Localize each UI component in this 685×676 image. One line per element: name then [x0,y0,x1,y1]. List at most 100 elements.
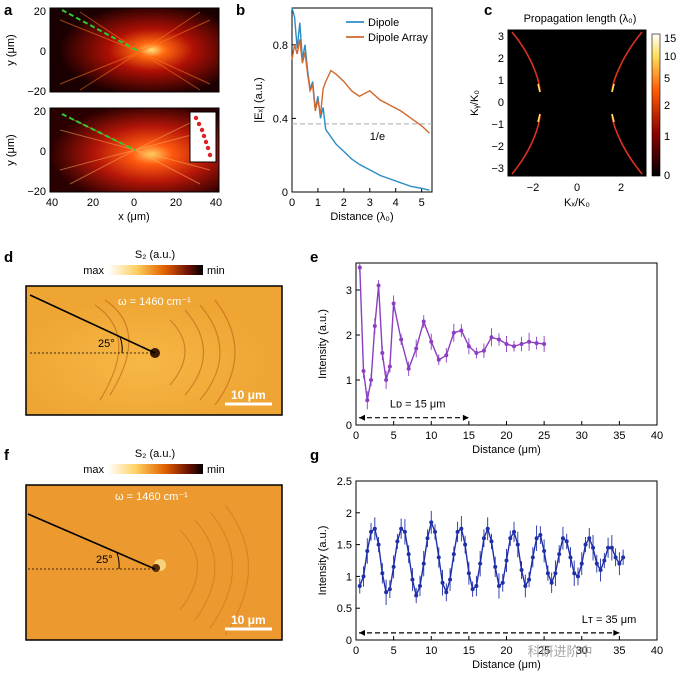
panel-g-data-point [583,542,588,547]
panel-e-data-point [519,342,524,346]
panel-g-data-point [380,571,385,576]
panel-e-xtick-label: 10 [425,430,437,442]
panel-e-data-point [369,378,374,382]
panel-c-xtick: −2 [527,182,540,194]
panel-a-top-dipole-line [61,9,141,53]
panel-e-data-point [466,344,471,349]
panel-c-ytick: 2 [498,53,504,65]
panel-e-data-point [542,342,547,346]
panel-g-data-point [568,555,573,560]
panel-g-data-point [621,555,626,560]
panel-e-arrow-head-left [359,414,365,421]
panel-d-omega-label: ω = 1460 cm⁻¹ [118,296,191,308]
panel-label-b: b [236,2,245,19]
panel-c-xtick: 0 [574,182,580,194]
panel-g-data-point [572,571,577,576]
panel-b-legend-label: Dipole Array [368,32,428,44]
panel-g-xtick-label: 40 [651,645,663,657]
panel-e-data-point [406,366,411,371]
panel-a-xtick: 20 [170,197,182,209]
panel-c-colorbar [651,33,661,177]
panel-g-xtick-label: 15 [463,645,475,657]
panel-c-ylabel: Kᵧ/K₀ [469,90,481,116]
panel-g-data-point [496,583,501,588]
panel-f-wavefronts [179,504,249,636]
panel-g-arrow-head-left [359,629,365,636]
panel-e-data-point [387,364,392,369]
panel-label-g: g [310,447,319,464]
panel-d-angle-label: 25° [98,338,115,350]
panel-g-data-point [591,545,596,550]
panel-g-data-point [534,536,539,541]
panel-b-xtick-label: 3 [367,197,373,209]
panel-g-data-point [549,580,554,585]
panel-g-data-point [451,552,456,557]
panel-g-data-point [372,526,377,531]
panel-g-data-point [387,587,392,592]
panel-d-colorbar-title: S₂ (a.u.) [135,249,175,261]
panel-c-cbar-tick: 1 [664,131,670,143]
panel-a-bottom-ytick: 20 [34,106,46,118]
panel-b-chart: 0 1 2 3 4 5 0 0.4 0.8 Distance (λ₀) |Eₓ| (a.u.) 1/e… [253,7,433,223]
panel-g-data-point [463,542,468,547]
panel-a-top-ylabel: y (μm) [5,34,17,65]
panel-g-data-point [594,561,599,566]
panel-c-xtick: 2 [618,182,624,194]
panel-b-xlabel: Distance (λ₀) [330,211,393,223]
panel-c-cbar-tick: 2 [664,100,670,112]
panel-e-data-point [414,346,419,351]
panel-g-data-point [384,590,389,595]
panel-b-xtick-label: 2 [341,197,347,209]
panel-g-data-point [429,520,434,525]
panel-e-xtick-label: 20 [500,430,512,442]
panel-g-xtick-label: 5 [391,645,397,657]
panel-b-xtick-label: 4 [393,197,399,209]
panel-b-reference-label: 1/e [370,131,385,143]
panel-g-data-point [376,542,381,547]
panel-g-data-point [530,555,535,560]
panel-e-data-point [376,283,381,288]
panel-a-bottom-ytick: 0 [40,146,46,158]
panel-c-ytick: 1 [498,75,504,87]
panel-a-bottom-ylabel: y (μm) [5,134,17,165]
panel-g-data-point [553,571,558,576]
panel-b-legend-label: Dipole [368,17,399,29]
panel-c-cbar-tick: 10 [664,51,676,63]
panel-a-xtick: 0 [131,197,137,209]
panel-e-ytick-label: 2 [346,330,352,342]
panel-g-xtick-label: 0 [353,645,359,657]
panel-d-angle-arc [119,336,123,354]
panel-label-c: c [484,2,492,19]
panel-g-ytick-label: 0.5 [337,603,352,615]
panel-g-data-point [425,536,430,541]
panel-g-data-point [485,526,490,531]
panel-g-xtick-label: 25 [538,645,550,657]
panel-g-data-point [508,536,513,541]
panel-g-data-point [564,539,569,544]
panel-a-xtick: 40 [46,197,58,209]
panel-g-distance-label: Lᴛ = 35 μm [582,614,636,626]
panel-g-data-point [617,561,622,566]
panel-a-xtick: 40 [210,197,222,209]
panel-b-xtick-label: 5 [419,197,425,209]
panel-g-xtick-label: 20 [500,645,512,657]
panel-e-data-point [429,339,434,344]
panel-c-cbar-tick: 15 [664,33,676,45]
panel-f-omega-label: ω = 1460 cm⁻¹ [115,491,188,503]
panel-g-data-point [598,568,603,573]
panel-g-data-point [493,564,498,569]
panel-e-arrow-head-right [462,414,469,421]
panel-b-ytick-label: 0.4 [273,113,288,125]
panel-e-data-point [421,319,426,324]
panel-d-frame [25,285,283,416]
panel-e-data-point [384,378,389,382]
panel-f-image [26,485,282,640]
panel-e-xtick-label: 0 [353,430,359,442]
panel-e-data-point [365,398,370,403]
panel-g-data-point [421,561,426,566]
panel-d-colorbar [108,265,203,275]
panel-c-xlabel: Kₓ/K₀ [564,197,590,209]
panel-g-chart: 0 5 10 15 20 25 30 35 40 0 0.5 1 1.5 2 2.5 Distance (μm… [317,476,663,671]
panel-a-yticks: 20 0 −20 20 0 −20 [27,6,46,198]
panel-e-ytick-label: 0 [346,420,352,432]
